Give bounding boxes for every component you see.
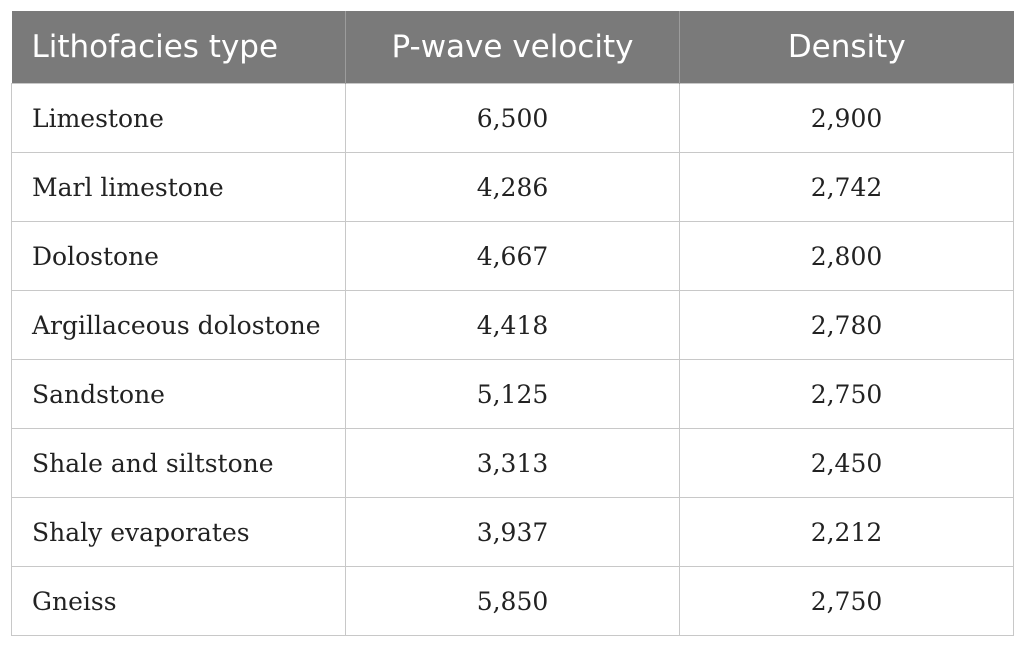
table-row: Shaly evaporates 3,937 2,212 [11, 497, 1014, 567]
table-body: Limestone 6,500 2,900 Marl limestone 4,2… [11, 83, 1014, 636]
table-row: Shale and siltstone 3,313 2,450 [11, 428, 1014, 498]
header-row: Lithofacies type P-wave velocity Density [11, 11, 1014, 84]
cell-density: 2,450 [679, 428, 1014, 498]
cell-p-wave-velocity: 5,850 [345, 566, 680, 636]
cell-lithofacies-type: Sandstone [11, 359, 346, 429]
header-lithofacies-type: Lithofacies type [11, 11, 346, 84]
cell-p-wave-velocity: 6,500 [345, 83, 680, 153]
cell-density: 2,800 [679, 221, 1014, 291]
cell-p-wave-velocity: 3,313 [345, 428, 680, 498]
cell-p-wave-velocity: 3,937 [345, 497, 680, 567]
cell-density: 2,212 [679, 497, 1014, 567]
cell-density: 2,750 [679, 359, 1014, 429]
lithofacies-table-container: Lithofacies type P-wave velocity Density… [11, 11, 1014, 636]
cell-p-wave-velocity: 4,418 [345, 290, 680, 360]
header-density: Density [679, 11, 1014, 84]
cell-density: 2,750 [679, 566, 1014, 636]
lithofacies-table: Lithofacies type P-wave velocity Density… [11, 11, 1014, 636]
cell-lithofacies-type: Gneiss [11, 566, 346, 636]
cell-lithofacies-type: Dolostone [11, 221, 346, 291]
cell-density: 2,900 [679, 83, 1014, 153]
table-row: Marl limestone 4,286 2,742 [11, 152, 1014, 222]
header-p-wave-velocity: P-wave velocity [345, 11, 680, 84]
cell-lithofacies-type: Shaly evaporates [11, 497, 346, 567]
cell-lithofacies-type: Shale and siltstone [11, 428, 346, 498]
cell-lithofacies-type: Marl limestone [11, 152, 346, 222]
cell-p-wave-velocity: 5,125 [345, 359, 680, 429]
table-row: Dolostone 4,667 2,800 [11, 221, 1014, 291]
cell-density: 2,742 [679, 152, 1014, 222]
table-row: Sandstone 5,125 2,750 [11, 359, 1014, 429]
table-row: Argillaceous dolostone 4,418 2,780 [11, 290, 1014, 360]
table-header: Lithofacies type P-wave velocity Density [11, 11, 1014, 84]
cell-p-wave-velocity: 4,667 [345, 221, 680, 291]
table-row: Gneiss 5,850 2,750 [11, 566, 1014, 636]
table-row: Limestone 6,500 2,900 [11, 83, 1014, 153]
cell-lithofacies-type: Argillaceous dolostone [11, 290, 346, 360]
cell-lithofacies-type: Limestone [11, 83, 346, 153]
cell-p-wave-velocity: 4,286 [345, 152, 680, 222]
cell-density: 2,780 [679, 290, 1014, 360]
